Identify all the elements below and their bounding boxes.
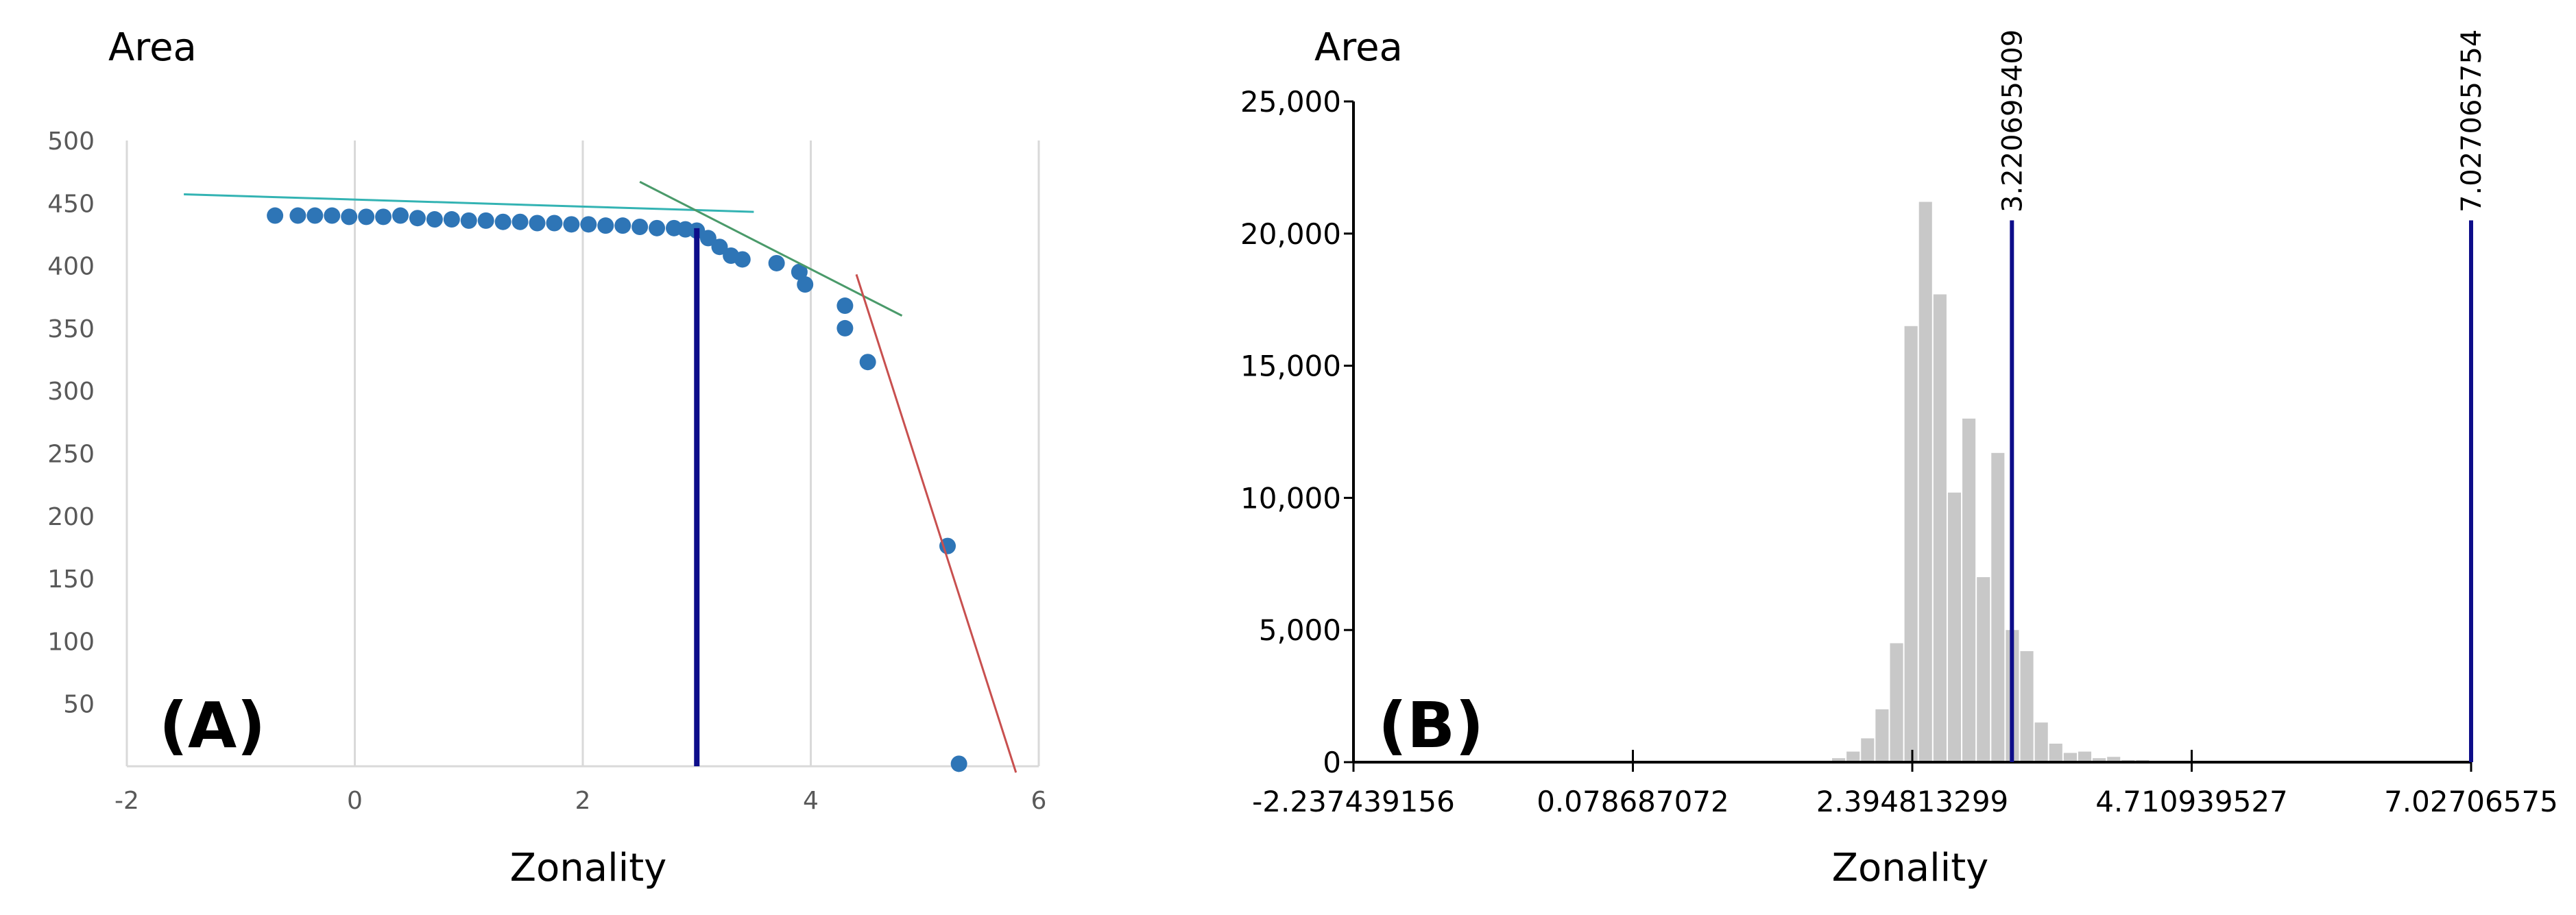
chart-b-x-tick: -2.237439156 [1252, 785, 1455, 818]
chart-a-point [511, 213, 529, 230]
chart-a-point [859, 354, 876, 371]
chart-a-point [836, 297, 854, 315]
chart-b-x-tick: 2.394813299 [1816, 785, 2009, 818]
chart-b-panel-label: (B) [1378, 689, 1484, 762]
chart-a-fit-line [855, 273, 1018, 773]
chart-b-bar [1846, 751, 1860, 762]
chart-b-bar [2063, 753, 2077, 762]
chart-a-point [426, 211, 443, 228]
chart-a-point [494, 213, 511, 230]
chart-b-bar [2093, 758, 2106, 762]
chart-a-point [614, 217, 631, 234]
chart-a-point [358, 208, 375, 225]
chart-b-y-tick: 10,000 [1240, 481, 1341, 515]
chart-a-fit-line [639, 180, 903, 317]
chart-b-bar [2107, 757, 2121, 762]
chart-a-point [699, 230, 717, 247]
chart-b-bar [1832, 758, 1846, 762]
chart-a-y-tick: 500 [47, 127, 95, 156]
chart-a-y-tick: 50 [63, 691, 95, 719]
chart-a-y-tick: 350 [47, 315, 95, 343]
chart-a-point [649, 219, 666, 236]
chart-a-point [546, 215, 563, 232]
chart-b-bar [1947, 492, 1962, 762]
chart-a-x-tick: 2 [575, 787, 591, 815]
chart-a-point [375, 208, 392, 225]
chart-a-y-tick: 200 [47, 503, 95, 531]
chart-b-bar [1875, 709, 1889, 762]
chart-b-bar [1933, 294, 1947, 762]
chart-a-point [768, 254, 785, 271]
chart-b-y-tick: 0 [1323, 746, 1341, 779]
chart-a-point [791, 263, 808, 280]
chart-a-y-tick: 300 [47, 378, 95, 406]
chart-b-bar [1977, 577, 1990, 762]
chart-a: Area Zonality (A) -2 0 2 4 6 50 100 150 200 250 30… [47, 25, 1046, 890]
chart-a-point [306, 207, 324, 224]
chart-b-bar [2078, 751, 2092, 762]
chart-a-fit-line [184, 193, 754, 213]
chart-b-y-tick: 20,000 [1240, 217, 1341, 251]
chart-b-bar [2020, 651, 2034, 762]
chart-a-x-tick: 4 [803, 787, 819, 815]
chart-a-point [939, 537, 956, 554]
chart-a-point [409, 210, 426, 227]
chart-a-y-tick: 250 [47, 441, 95, 469]
chart-a-point [836, 319, 854, 337]
chart-b-bar [1991, 452, 2005, 762]
chart-a-point [797, 276, 814, 293]
chart-a-y-tick: 150 [47, 565, 95, 594]
chart-b-xlabel: Zonality [1832, 846, 1989, 890]
chart-a-xlabel: Zonality [510, 846, 667, 890]
chart-a-x-tick: -2 [115, 787, 139, 815]
chart-a-y-tick: 400 [47, 253, 95, 281]
chart-b-y-tick: 25,000 [1240, 85, 1341, 119]
chart-b-y-tick: 5,000 [1259, 613, 1341, 647]
chart-a-point [324, 207, 341, 224]
chart-a-point [529, 215, 546, 232]
chart-b-bar [2049, 744, 2062, 762]
chart-a-point [597, 217, 614, 234]
chart-a-x-tick: 6 [1031, 787, 1047, 815]
chart-b: Area Zonality (B) 0 5,000 10,000 15,000 20,0… [1240, 25, 2558, 890]
chart-b-x-tick: 4.710939527 [2095, 785, 2288, 818]
chart-a-point [341, 208, 358, 225]
chart-a-point [734, 251, 751, 268]
chart-b-bar [1962, 418, 1976, 762]
chart-b-bar [1861, 738, 1875, 762]
chart-b-bar [2034, 722, 2048, 762]
chart-a-point [392, 207, 409, 224]
chart-a-point [950, 755, 967, 772]
chart-b-x-tick: 7.02706575 [2384, 785, 2558, 818]
chart-a-point [477, 212, 494, 229]
chart-a-point [580, 216, 597, 233]
chart-a-point [460, 212, 477, 229]
chart-b-x-tick: 0.078687072 [1537, 785, 1729, 818]
chart-a-point [711, 239, 728, 256]
chart-a-ylabel: Area [108, 25, 197, 70]
chart-a-point [443, 211, 460, 228]
chart-b-threshold-label: 3.220695409 [1997, 29, 2028, 212]
chart-a-point [631, 218, 649, 235]
chart-b-bar [1904, 326, 1918, 762]
chart-b-y-tick: 15,000 [1240, 350, 1341, 383]
chart-a-y-tick: 450 [47, 190, 95, 218]
chart-a-point [289, 207, 306, 224]
chart-a-point [563, 216, 580, 233]
chart-b-bar [1890, 643, 1903, 762]
chart-a-point [267, 207, 284, 224]
chart-a-panel-label: (A) [159, 689, 265, 762]
chart-b-threshold-label: 7.027065754 [2456, 29, 2488, 212]
chart-a-y-tick: 100 [47, 628, 95, 656]
chart-b-bar [1918, 202, 1932, 762]
chart-b-ylabel: Area [1314, 25, 1403, 70]
chart-a-x-tick: 0 [347, 787, 363, 815]
